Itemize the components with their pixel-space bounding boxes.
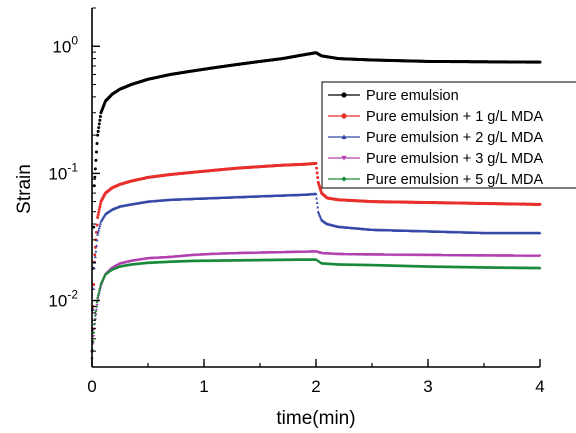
data-point <box>94 150 98 154</box>
data-point <box>96 215 100 219</box>
y-tick-label: 10-2 <box>48 288 78 311</box>
legend-label: Pure emulsion <box>366 88 459 104</box>
x-tick-label: 4 <box>535 377 544 396</box>
data-point <box>92 225 96 229</box>
legend-item: Pure emulsion + 1 g/L MDA <box>328 109 544 125</box>
data-point <box>315 166 319 170</box>
data-point <box>538 254 542 258</box>
legend-item: Pure emulsion <box>328 88 459 104</box>
data-point <box>96 213 100 217</box>
data-point <box>92 287 96 291</box>
data-point <box>98 222 102 225</box>
data-point <box>538 231 542 235</box>
data-point <box>94 308 98 312</box>
data-point <box>93 167 97 171</box>
data-point <box>98 202 102 206</box>
series-1 <box>90 51 542 353</box>
data-point <box>314 192 318 196</box>
plot-area <box>90 51 542 360</box>
data-point <box>315 196 319 200</box>
y-axis-title: Strain <box>14 164 35 214</box>
data-point <box>341 176 347 182</box>
y-tick-label: 100 <box>52 33 78 56</box>
axes: 0 1 2 3 4 10-2 10-1 100 time(min) Strain <box>14 7 545 429</box>
data-point <box>96 230 100 234</box>
data-point <box>93 255 97 259</box>
data-point <box>97 228 101 232</box>
legend-item: Pure emulsion + 2 g/L MDA <box>328 130 544 146</box>
x-ticks: 0 1 2 3 4 <box>87 359 545 396</box>
data-point <box>95 304 99 307</box>
data-point <box>538 60 542 64</box>
data-point <box>341 113 347 119</box>
x-tick-label: 3 <box>423 377 432 396</box>
data-point <box>92 331 96 335</box>
data-point <box>98 284 102 288</box>
data-point <box>97 122 101 126</box>
x-tick-label: 2 <box>311 377 320 396</box>
data-point <box>92 266 96 270</box>
data-point <box>538 266 542 270</box>
data-point <box>94 309 98 313</box>
data-point <box>95 223 99 227</box>
data-point <box>93 313 97 317</box>
data-point <box>94 158 98 162</box>
legend-item: Pure emulsion + 3 g/L MDA <box>328 151 544 167</box>
data-point <box>316 205 320 209</box>
x-tick-label: 1 <box>199 377 208 396</box>
data-point <box>95 142 99 146</box>
data-point <box>96 129 100 133</box>
data-point <box>92 334 96 338</box>
series-2 <box>90 161 542 353</box>
data-point <box>341 92 347 98</box>
legend-box <box>321 81 576 189</box>
data-point <box>97 226 101 230</box>
legend-label: Pure emulsion + 3 g/L MDA <box>366 151 544 167</box>
series-4 <box>90 250 542 360</box>
series-5 <box>90 258 542 360</box>
x-axis-title: time(min) <box>276 408 355 429</box>
legend-item: Pure emulsion + 5 g/L MDA <box>328 172 544 188</box>
data-point <box>315 201 319 204</box>
data-point <box>315 171 319 175</box>
y-ticks: 10-2 10-1 100 <box>48 7 100 368</box>
data-point <box>97 208 101 212</box>
series-3 <box>90 192 542 353</box>
data-point <box>97 289 101 293</box>
data-point <box>94 249 98 253</box>
data-point <box>96 294 100 298</box>
legend-items: Pure emulsion Pure emulsion + 1 g/L MDA Pu… <box>328 88 544 188</box>
data-point <box>95 238 99 242</box>
data-point <box>94 244 98 247</box>
data-point <box>93 175 97 179</box>
legend-label: Pure emulsion + 1 g/L MDA <box>366 109 544 125</box>
data-point <box>341 134 347 140</box>
data-point <box>96 296 100 300</box>
y-tick-label: 10-1 <box>48 160 78 183</box>
data-point <box>98 118 102 122</box>
data-point <box>96 233 100 236</box>
x-tick-label: 0 <box>87 377 96 396</box>
data-point <box>97 210 101 214</box>
data-point <box>97 126 101 130</box>
series-layer <box>90 51 542 360</box>
data-point <box>98 287 102 291</box>
legend-label: Pure emulsion + 5 g/L MDA <box>366 172 544 188</box>
legend: Pure emulsion Pure emulsion + 1 g/L MDA Pu… <box>321 81 576 189</box>
data-point <box>314 161 318 165</box>
data-point <box>341 155 347 161</box>
data-point <box>92 282 96 286</box>
data-point <box>538 202 542 206</box>
data-point <box>93 253 97 257</box>
data-point <box>95 300 99 304</box>
data-point <box>98 114 102 118</box>
data-point <box>98 205 102 209</box>
legend-label: Pure emulsion + 2 g/L MDA <box>366 130 544 146</box>
data-point <box>96 133 100 137</box>
data-point <box>316 176 320 180</box>
data-point <box>92 322 96 326</box>
data-point <box>98 224 102 227</box>
data-point <box>97 291 101 295</box>
